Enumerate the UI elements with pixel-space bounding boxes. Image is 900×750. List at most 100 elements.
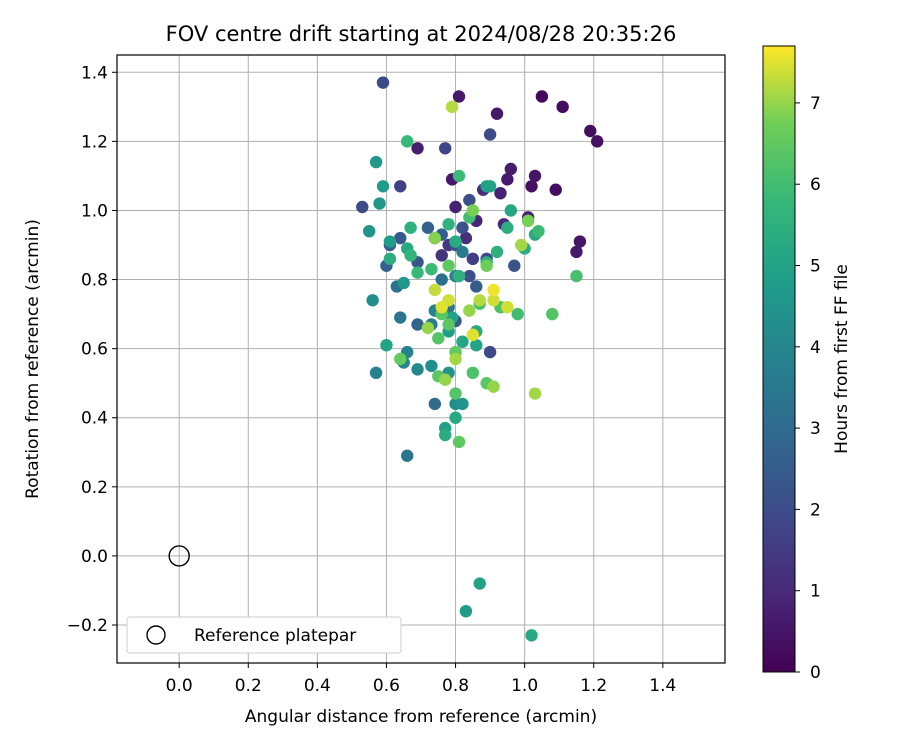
x-axis-label: Angular distance from reference (arcmin) (245, 707, 597, 727)
scatter-point (487, 380, 500, 393)
scatter-point (428, 231, 442, 245)
colorbar-tick-label: 4 (810, 338, 821, 358)
scatter-point (514, 238, 528, 252)
legend-box (126, 616, 402, 654)
scatter-point (452, 169, 466, 183)
x-axis-ticks: 0.0 0.2 0.4 0.6 0.8 1.0 1.2 1.4 (166, 663, 676, 696)
scatter-point (483, 345, 497, 359)
scatter-point (494, 186, 507, 200)
scatter-point (487, 294, 500, 307)
scatter-point (480, 259, 493, 272)
colorbar-label: Hours from first FF file (832, 264, 852, 454)
scatter-point (473, 294, 486, 307)
legend: Reference platepar (126, 616, 402, 654)
scatter-point (380, 338, 393, 352)
scatter-point (463, 304, 476, 317)
y-tick-label: 1.0 (81, 201, 108, 221)
y-axis-label: Rotation from reference (arcmin) (23, 219, 43, 499)
colorbar-tick-label: 1 (810, 582, 821, 602)
scatter-point (470, 338, 483, 352)
scatter-point (435, 300, 448, 314)
scatter-point (466, 252, 480, 266)
scatter-point (356, 200, 369, 214)
y-tick-label: −0.2 (67, 616, 108, 636)
scatter-point (546, 307, 559, 321)
scatter-point (573, 235, 587, 248)
reference-platepar-marker (168, 545, 190, 567)
x-tick-label: 1.2 (580, 676, 607, 696)
scatter-point (511, 307, 524, 321)
scatter-point (400, 449, 414, 462)
scatter-point (525, 180, 538, 193)
scatter-point (425, 262, 438, 276)
x-tick-label: 0.4 (304, 676, 331, 696)
scatter-point (501, 221, 514, 234)
scatter-point (445, 100, 459, 114)
scatter-point (411, 318, 424, 331)
scatter-point (438, 142, 452, 155)
scatter-point (421, 221, 435, 234)
scatter-point (373, 197, 386, 210)
scatter-point (508, 259, 521, 272)
scatter-point (421, 321, 435, 335)
scatter-point (394, 311, 407, 324)
scatter-point (504, 204, 518, 217)
x-tick-label: 0.2 (235, 676, 262, 696)
colorbar-tick-label: 5 (810, 257, 821, 277)
scatter-point (400, 135, 414, 148)
scatter-point (466, 366, 480, 380)
y-tick-label: 0.4 (81, 409, 108, 429)
colorbar-gradient (763, 46, 795, 672)
scatter-point (438, 373, 452, 386)
colorbar-tick-label: 6 (810, 175, 821, 195)
scatter-point (442, 259, 455, 272)
scatter-point (584, 124, 597, 138)
scatter-point (452, 269, 466, 283)
y-tick-label: 0.0 (81, 547, 108, 567)
x-tick-label: 0.0 (166, 676, 193, 696)
scatter-point (376, 180, 390, 193)
scatter-point (549, 183, 562, 196)
plot-area-frame (116, 54, 726, 664)
legend-label: Reference platepar (194, 626, 356, 646)
gridlines (117, 55, 725, 663)
scatter-point (394, 231, 407, 245)
colorbar-frame (762, 45, 796, 673)
scatter-point (466, 204, 480, 217)
colorbar-ticks: 0 1 2 3 4 5 6 7 (795, 94, 821, 683)
scatter-point (470, 280, 483, 293)
scatter-point (490, 107, 504, 120)
colorbar-tick-label: 7 (810, 94, 821, 114)
scatter-point (449, 352, 462, 366)
scatter-point (397, 276, 410, 290)
colorbar-tick-label: 2 (810, 500, 821, 520)
legend-reference-marker (146, 625, 166, 645)
colorbar-tick-label: 3 (810, 419, 821, 439)
y-tick-label: 1.4 (81, 63, 108, 83)
scatter-point (528, 387, 542, 400)
y-tick-label: 0.2 (81, 478, 108, 498)
y-axis-ticks: −0.2 0.0 0.2 0.4 0.6 0.8 1.0 1.2 1.4 (67, 63, 117, 636)
scatter-point (456, 245, 469, 259)
scatter-point (428, 397, 442, 411)
scatter-point (383, 235, 397, 248)
scatter-point (570, 269, 583, 283)
scatter-point (435, 273, 448, 286)
scatter-point (456, 221, 469, 234)
scatter-point (556, 100, 569, 114)
scatter-point (459, 604, 473, 618)
x-tick-label: 1.0 (511, 676, 538, 696)
scatter-point (394, 352, 407, 366)
scatter-point (525, 629, 538, 642)
scatter-point (394, 180, 407, 193)
scatter-point (369, 155, 383, 169)
scatter-point (376, 76, 390, 89)
scatter-point (362, 224, 376, 238)
scatter-point (528, 169, 542, 183)
scatter-point (449, 200, 462, 214)
scatter-point (442, 218, 455, 231)
scatter-point (383, 252, 397, 266)
scatter-point (442, 318, 455, 331)
scatter-point (435, 249, 448, 262)
